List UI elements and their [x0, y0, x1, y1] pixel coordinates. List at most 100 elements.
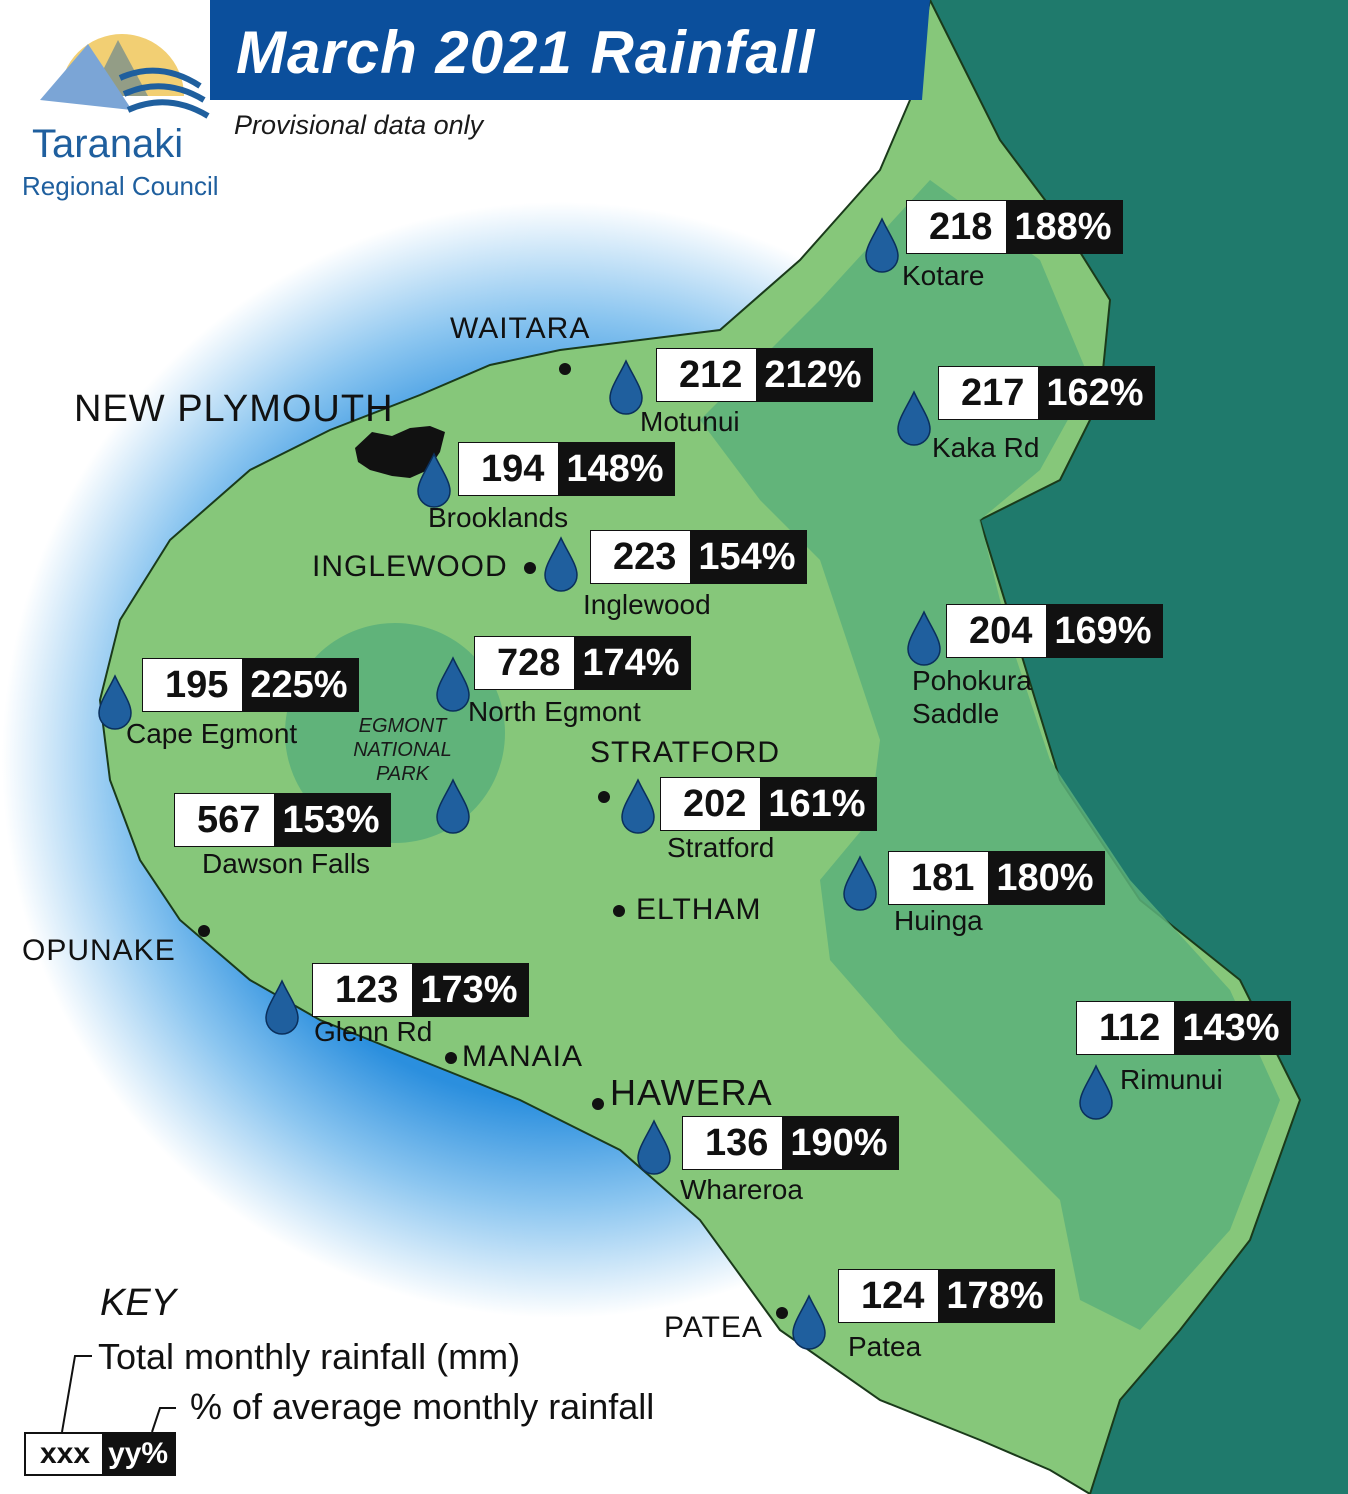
logo-mark: [40, 34, 210, 119]
town-label-waitara: WAITARA: [450, 312, 591, 345]
town-label-stratford: STRATFORD: [590, 736, 781, 769]
rain-gauges: [98, 217, 1113, 1350]
key-rainfall-label: Total monthly rainfall (mm): [98, 1336, 521, 1377]
rainfall-percent: 161%: [760, 778, 876, 830]
rainfall-mm: 123: [313, 964, 413, 1016]
station-kaka-rd-name: Kaka Rd: [932, 432, 1040, 463]
town-label-eltham: ELTHAM: [636, 893, 762, 926]
rainfall-percent: 180%: [988, 852, 1104, 904]
raindrop-icon: [907, 610, 941, 666]
raindrop-icon: [265, 979, 299, 1035]
station-patea-name: Patea: [848, 1331, 922, 1362]
town-label-opunake: OPUNAKE: [22, 934, 176, 967]
raindrop-icon: [436, 656, 470, 712]
hawera-dot: [592, 1098, 604, 1110]
raindrop-icon: [843, 855, 877, 911]
station-brooklands-name: Brooklands: [428, 502, 569, 533]
rainfall-mm: 124: [839, 1270, 939, 1322]
national-park-label: EGMONT NATIONAL PARK: [330, 714, 475, 786]
station-north-egmont-name: North Egmont: [468, 696, 641, 727]
station-inglewood-name: Inglewood: [583, 589, 711, 620]
manaia-dot: [445, 1052, 457, 1064]
opunake-dot: [198, 925, 210, 937]
station-north-egmont-values: 728 174%: [474, 636, 691, 690]
inglewood-dot: [524, 562, 536, 574]
station-motunui-values: 212 212%: [656, 348, 873, 402]
station-dawson-falls-values: 567 153%: [174, 793, 391, 847]
station-motunui-name: Motunui: [640, 406, 740, 437]
station-huinga-name: Huinga: [894, 905, 983, 936]
rainfall-percent: 153%: [274, 794, 390, 846]
station-kaka-rd-values: 217 162%: [938, 366, 1155, 420]
station-stratford-values: 202 161%: [660, 777, 877, 831]
park-label-line3: PARK: [376, 763, 429, 785]
park-label-line1: EGMONT: [358, 715, 447, 737]
station-cape-egmont-values: 195 225%: [142, 658, 359, 712]
rainfall-percent: 173%: [412, 964, 528, 1016]
town-label-hawera: HAWERA: [610, 1072, 773, 1113]
rainfall-percent: 225%: [242, 659, 358, 711]
station-dawson-falls-name: Dawson Falls: [202, 848, 371, 879]
station-kotare-name: Kotare: [902, 260, 985, 291]
map-title: March 2021 Rainfall: [236, 19, 816, 86]
station-rimunui-values: 112 143%: [1076, 1001, 1291, 1055]
rainfall-mm: 112: [1077, 1002, 1175, 1054]
raindrop-icon: [897, 390, 931, 446]
rainfall-mm: 218: [907, 201, 1007, 253]
rainfall-mm: 728: [475, 637, 575, 689]
station-pohokura-name-line2: Saddle: [912, 698, 1000, 729]
new-plymouth-urban: [355, 426, 445, 478]
station-whareroa-name: Whareroa: [680, 1174, 803, 1205]
stratford-dot: [598, 791, 610, 803]
rainfall-mm: 223: [591, 531, 691, 583]
patea-dot: [776, 1307, 788, 1319]
rainfall-percent: 188%: [1006, 201, 1122, 253]
station-patea-values: 124 178%: [838, 1269, 1055, 1323]
station-kotare-values: 218 188%: [906, 200, 1123, 254]
logo-text-regional-council: Regional Council: [22, 171, 219, 201]
town-label-inglewood: INGLEWOOD: [312, 550, 508, 583]
station-whareroa-values: 136 190%: [682, 1116, 899, 1170]
logo-text-taranaki: Taranaki: [32, 122, 184, 166]
station-rimunui-name: Rimunui: [1120, 1064, 1223, 1095]
map-subtitle: Provisional data only: [234, 110, 484, 140]
station-brooklands-values: 194 148%: [458, 442, 675, 496]
waitara-dot: [559, 363, 571, 375]
rainfall-mm: 202: [661, 778, 761, 830]
rainfall-mm: 212: [657, 349, 757, 401]
rainfall-percent: 190%: [782, 1117, 898, 1169]
key-sample-mm: xxx: [26, 1434, 103, 1474]
rainfall-mm: 181: [889, 852, 989, 904]
rainfall-mm: 217: [939, 367, 1039, 419]
eltham-dot: [613, 905, 625, 917]
raindrop-icon: [544, 536, 578, 592]
raindrop-icon: [98, 674, 132, 730]
station-cape-egmont-name: Cape Egmont: [126, 718, 298, 749]
rainfall-percent: 169%: [1046, 605, 1162, 657]
rainfall-mm: 194: [459, 443, 559, 495]
raindrop-icon: [417, 452, 451, 508]
key-percent-label: % of average monthly rainfall: [190, 1386, 655, 1427]
key-sample-percent: yy%: [102, 1434, 175, 1474]
raindrop-icon: [637, 1119, 671, 1175]
rainfall-percent: 212%: [756, 349, 872, 401]
rainfall-percent: 162%: [1038, 367, 1154, 419]
key-connectors: [61, 1355, 176, 1433]
station-glenn-rd-name: Glenn Rd: [314, 1016, 433, 1047]
station-pohokura-name-line1: Pohokura: [912, 665, 1032, 696]
town-label-patea: PATEA: [664, 1311, 763, 1344]
raindrop-icon: [1079, 1064, 1113, 1120]
rainfall-percent: 178%: [938, 1270, 1054, 1322]
raindrop-icon: [865, 217, 899, 273]
town-label-new-plymouth: NEW PLYMOUTH: [74, 388, 394, 430]
station-stratford-name: Stratford: [667, 832, 775, 863]
park-label-line2: NATIONAL: [353, 739, 452, 761]
rainfall-mm: 195: [143, 659, 243, 711]
station-huinga-values: 181 180%: [888, 851, 1105, 905]
key-title: KEY: [100, 1282, 177, 1324]
station-pohokura-saddle-values: 204 169%: [946, 604, 1163, 658]
sea-east: [930, 0, 1348, 1494]
rainfall-percent: 174%: [574, 637, 690, 689]
raindrop-icon: [792, 1294, 826, 1350]
town-dots: [198, 363, 788, 1319]
